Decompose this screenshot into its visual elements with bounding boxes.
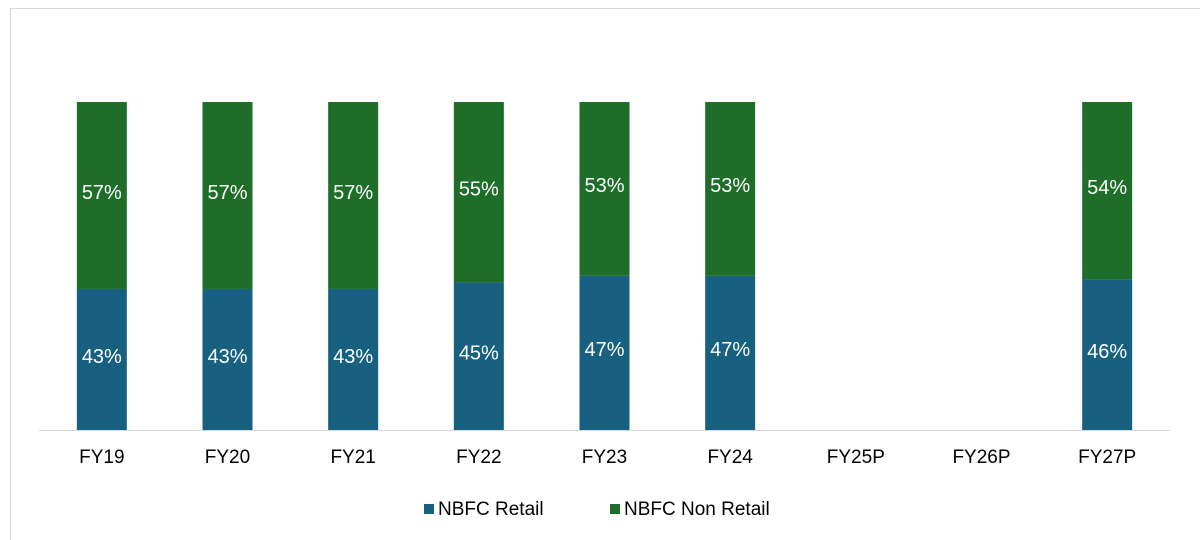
data-label: 57% [82, 182, 122, 204]
chart-frame [10, 8, 1200, 540]
data-label: 45% [459, 342, 499, 364]
legend-label: NBFC Non Retail [624, 499, 770, 520]
bar-segment [453, 282, 504, 430]
bar-segment [453, 102, 504, 283]
bar-segment [579, 275, 630, 430]
data-label: 43% [333, 346, 373, 368]
bar-segment [76, 288, 127, 430]
x-tick-label: FY19 [79, 447, 124, 468]
data-label: 54% [1087, 177, 1127, 199]
data-label: 46% [1087, 341, 1127, 363]
bar-segment [202, 288, 253, 430]
x-tick-label: FY21 [330, 447, 375, 468]
data-label: 47% [584, 339, 624, 361]
legend-swatch [424, 504, 434, 514]
bar-segment [1082, 102, 1133, 280]
x-tick-label: FY22 [456, 447, 501, 468]
bar-segment [328, 102, 379, 289]
data-label: 57% [333, 182, 373, 204]
data-label: 57% [207, 182, 247, 204]
x-tick-label: FY25P [827, 447, 885, 468]
x-tick-label: FY24 [707, 447, 753, 468]
x-tick-label: FY23 [582, 447, 627, 468]
bar-segment [202, 102, 253, 289]
data-label: 55% [459, 178, 499, 200]
data-label: 53% [710, 175, 750, 197]
x-tick-label: FY27P [1078, 447, 1136, 468]
data-label: 43% [82, 346, 122, 368]
bar-segment [579, 102, 630, 276]
bar-segment [705, 102, 756, 276]
x-tick-label: FY20 [205, 447, 250, 468]
bar-segment [328, 288, 379, 430]
x-tick-label: FY26P [952, 447, 1010, 468]
bar-segment [705, 275, 756, 430]
data-label: 43% [207, 346, 247, 368]
data-label: 53% [584, 175, 624, 197]
bar-segment [1082, 279, 1133, 430]
legend-label: NBFC Retail [438, 499, 544, 520]
data-label: 47% [710, 339, 750, 361]
legend-swatch [610, 504, 620, 514]
bar-segment [76, 102, 127, 289]
